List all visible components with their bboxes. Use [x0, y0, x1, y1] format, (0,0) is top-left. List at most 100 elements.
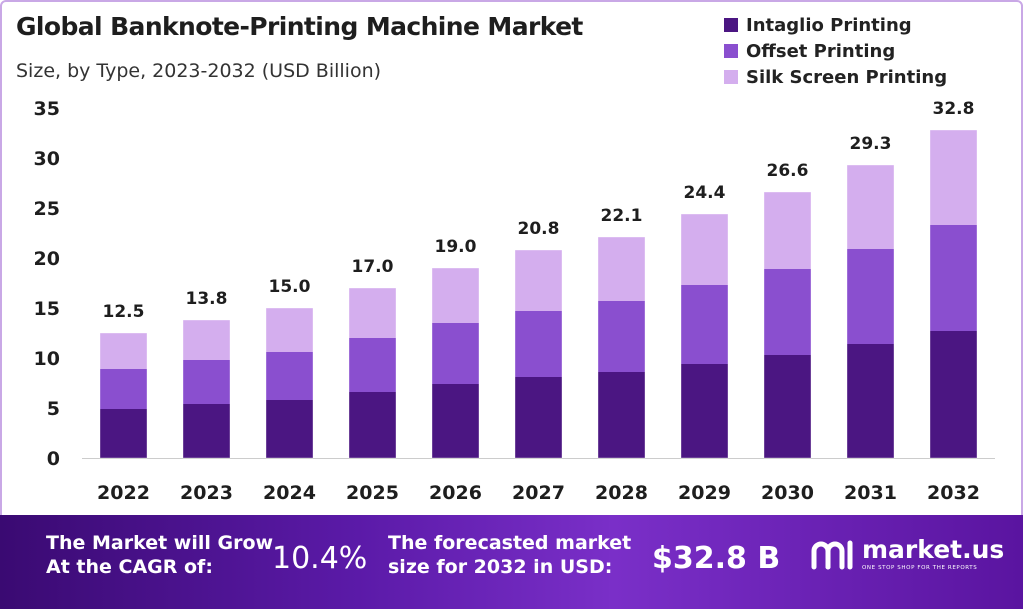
- y-tick-label: 15: [34, 298, 60, 320]
- chart-title: Global Banknote-Printing Machine Market: [16, 12, 583, 41]
- forecast-value: $32.8 B: [652, 541, 781, 576]
- bar-segment-silk-screen-printing: [432, 268, 479, 323]
- bar-total-label: 24.4: [684, 183, 726, 203]
- bar-outline: [348, 287, 397, 459]
- x-tick-label: 2027: [512, 482, 565, 504]
- bar-segment-offset-printing: [515, 311, 562, 377]
- bar-segment-offset-printing: [432, 323, 479, 384]
- x-tick-label: 2032: [927, 482, 980, 504]
- cagr-value: 10.4%: [272, 541, 368, 576]
- market-us-logo-icon: [811, 540, 853, 570]
- bar-segment-offset-printing: [100, 369, 147, 409]
- x-tick-label: 2025: [346, 482, 399, 504]
- bar-segment-offset-printing: [349, 338, 396, 392]
- bar-total-label: 26.6: [767, 161, 809, 181]
- bar-segment-silk-screen-printing: [598, 237, 645, 301]
- summary-banner: The Market will Grow At the CAGR of: 10.…: [0, 515, 1023, 609]
- x-tick-label: 2028: [595, 482, 648, 504]
- bar-outline: [265, 307, 314, 459]
- x-tick-label: 2022: [97, 482, 150, 504]
- bar-segment-offset-printing: [598, 301, 645, 372]
- forecast-label-line1: The forecasted market: [388, 532, 632, 554]
- brand-tagline: ONE STOP SHOP FOR THE REPORTS: [862, 565, 978, 571]
- legend-swatch-silk-screen: [724, 70, 738, 84]
- bar-outline: [514, 249, 563, 459]
- legend-item-offset: Offset Printing: [724, 38, 947, 64]
- brand-logo: market.us ONE STOP SHOP FOR THE REPORTS: [810, 537, 1004, 571]
- bar-outline: [846, 164, 895, 459]
- x-tick-label: 2031: [844, 482, 897, 504]
- bar-outline: [763, 191, 812, 459]
- bar-segment-intaglio-printing: [100, 409, 147, 458]
- bar-segment-offset-printing: [266, 352, 313, 400]
- chart-legend: Intaglio Printing Offset Printing Silk S…: [724, 12, 947, 90]
- bar-total-label: 13.8: [186, 289, 228, 309]
- x-tick-label: 2023: [180, 482, 233, 504]
- y-tick-label: 35: [34, 98, 60, 120]
- bar-outline: [680, 213, 729, 459]
- bar-segment-silk-screen-printing: [349, 288, 396, 338]
- bar-segment-offset-printing: [764, 269, 811, 355]
- bar-outline: [597, 236, 646, 459]
- y-tick-label: 0: [47, 448, 60, 470]
- bar-segment-silk-screen-printing: [183, 320, 230, 360]
- stacked-bar-chart: 0510152025303512.5202213.8202315.0202417…: [34, 98, 995, 504]
- bar-segment-silk-screen-printing: [764, 192, 811, 269]
- x-tick-label: 2026: [429, 482, 482, 504]
- legend-label-offset: Offset Printing: [746, 40, 896, 62]
- bar-segment-silk-screen-printing: [100, 333, 147, 369]
- forecast-label-line2: size for 2032 in USD:: [388, 556, 613, 578]
- x-tick-label: 2030: [761, 482, 814, 504]
- cagr-label-line2: At the CAGR of:: [46, 556, 213, 578]
- y-tick-label: 25: [34, 198, 60, 220]
- bar-segment-intaglio-printing: [349, 392, 396, 458]
- legend-item-intaglio: Intaglio Printing: [724, 12, 947, 38]
- bar-segment-intaglio-printing: [515, 377, 562, 458]
- y-tick-label: 20: [34, 248, 60, 270]
- bar-outline: [929, 129, 978, 459]
- bar-segment-offset-printing: [930, 225, 977, 331]
- y-tick-label: 5: [47, 398, 60, 420]
- y-tick-label: 30: [34, 148, 60, 170]
- bar-segment-intaglio-printing: [681, 364, 728, 458]
- bar-outline: [431, 267, 480, 459]
- bar-segment-silk-screen-printing: [681, 214, 728, 285]
- bar-total-label: 17.0: [352, 257, 394, 277]
- bar-segment-intaglio-printing: [266, 400, 313, 458]
- bar-segment-silk-screen-printing: [847, 165, 894, 249]
- bar-outline: [99, 332, 148, 459]
- bar-total-label: 29.3: [850, 134, 892, 154]
- x-tick-label: 2024: [263, 482, 316, 504]
- y-tick-label: 10: [34, 348, 60, 370]
- bar-segment-silk-screen-printing: [266, 308, 313, 352]
- bar-segment-offset-printing: [681, 285, 728, 364]
- bar-segment-silk-screen-printing: [930, 130, 977, 225]
- bar-outline: [182, 319, 231, 459]
- legend-label-silk-screen: Silk Screen Printing: [746, 66, 948, 88]
- legend-swatch-intaglio: [724, 18, 738, 32]
- bar-total-label: 22.1: [601, 206, 643, 226]
- chart-subtitle: Size, by Type, 2023-2032 (USD Billion): [16, 60, 382, 82]
- bar-segment-offset-printing: [847, 249, 894, 344]
- cagr-label-line1: The Market will Grow: [46, 532, 274, 554]
- bar-segment-silk-screen-printing: [515, 250, 562, 311]
- x-tick-label: 2029: [678, 482, 731, 504]
- bar-segment-intaglio-printing: [930, 331, 977, 458]
- bar-segment-intaglio-printing: [847, 344, 894, 458]
- bar-segment-intaglio-printing: [183, 404, 230, 458]
- cagr-label: The Market will Grow At the CAGR of:: [46, 531, 273, 579]
- bar-total-label: 12.5: [103, 302, 145, 322]
- bar-segment-intaglio-printing: [764, 355, 811, 458]
- forecast-label: The forecasted market size for 2032 in U…: [388, 531, 631, 579]
- bar-segment-intaglio-printing: [598, 372, 645, 458]
- legend-label-intaglio: Intaglio Printing: [746, 14, 912, 36]
- bar-total-label: 20.8: [518, 219, 560, 239]
- bar-total-label: 32.8: [933, 99, 975, 119]
- bar-segment-offset-printing: [183, 360, 230, 404]
- bar-total-label: 15.0: [269, 277, 311, 297]
- legend-item-silk-screen: Silk Screen Printing: [724, 64, 947, 90]
- bar-total-label: 19.0: [435, 237, 477, 257]
- brand-name: market.us: [862, 535, 1005, 564]
- bar-segment-intaglio-printing: [432, 384, 479, 458]
- legend-swatch-offset: [724, 44, 738, 58]
